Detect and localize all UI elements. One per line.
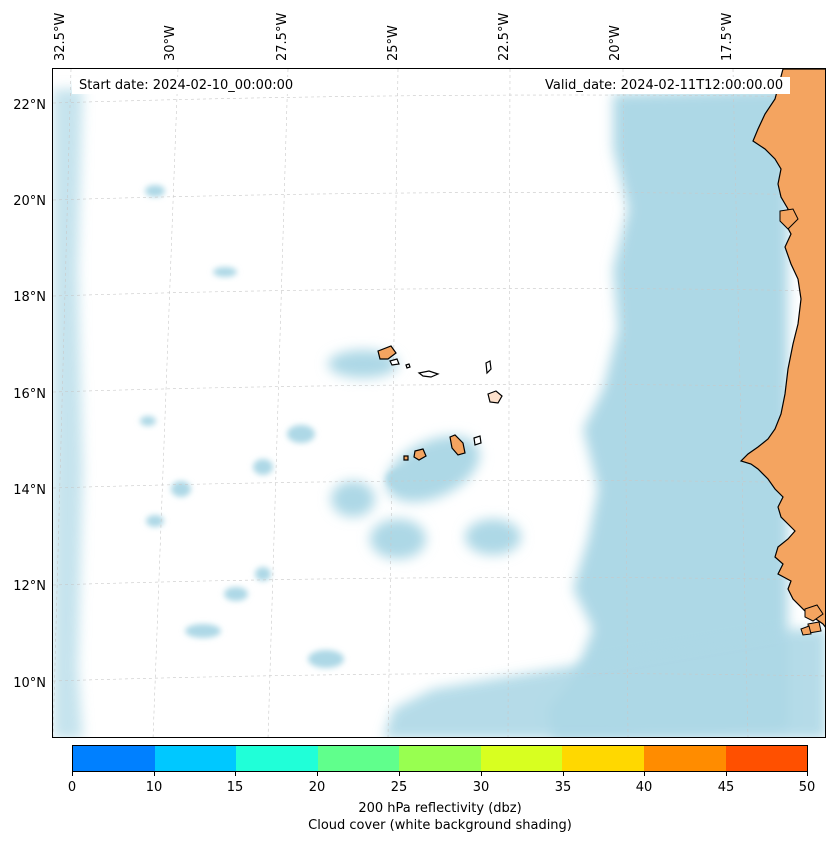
colorbar-tickmark bbox=[317, 772, 318, 776]
cloud-patch bbox=[171, 481, 191, 497]
lat-label-18n: 18°N bbox=[13, 290, 46, 305]
lon-label-22-5w: 22.5°W bbox=[497, 12, 512, 61]
colorbar-tick: 15 bbox=[226, 780, 244, 795]
colorbar-bin-10-15 bbox=[154, 746, 237, 771]
colorbar-tick: 10 bbox=[145, 780, 163, 795]
island-santa-luzia bbox=[405, 363, 411, 369]
cloud-patch bbox=[185, 624, 221, 638]
colorbar-tick: 45 bbox=[717, 780, 735, 795]
cloud-band-south bbox=[383, 629, 825, 737]
colorbar-tickmark bbox=[399, 772, 400, 776]
cloud-band-east bbox=[548, 89, 788, 737]
colorbar-bin-35-40 bbox=[562, 746, 644, 771]
colorbar-tick: 40 bbox=[635, 780, 653, 795]
lon-label-17-5w: 17.5°W bbox=[720, 12, 735, 61]
island-santiago bbox=[449, 434, 466, 456]
cloud-patch bbox=[224, 587, 248, 601]
map-canvas[interactable] bbox=[52, 68, 826, 738]
cloud-patch bbox=[287, 425, 315, 443]
bijagos-islands bbox=[800, 625, 812, 636]
lat-label-16n: 16°N bbox=[13, 387, 46, 402]
colorbar-tickmark bbox=[644, 772, 645, 776]
cloud-patch bbox=[308, 650, 344, 668]
lat-label-20n: 20°N bbox=[13, 194, 46, 209]
colorbar-tick: 20 bbox=[308, 780, 326, 795]
map-svg bbox=[53, 69, 825, 737]
island-fogo bbox=[413, 448, 427, 461]
island-maio bbox=[473, 435, 482, 446]
colorbar-bin-20-25 bbox=[317, 746, 400, 771]
colorbar-bin-40-45 bbox=[643, 746, 726, 771]
colorbar-tickmark bbox=[807, 772, 808, 776]
colorbar-bin-45-50 bbox=[725, 746, 808, 771]
island-santo-antao bbox=[377, 345, 397, 360]
lon-label-20w: 20°W bbox=[608, 25, 623, 61]
africa-coast bbox=[739, 69, 825, 628]
colorbar-bin-25-30 bbox=[399, 746, 481, 771]
cloud-patch bbox=[370, 519, 426, 559]
island-brava bbox=[403, 455, 409, 461]
colorbar-tickmark bbox=[154, 772, 155, 776]
colorbar-bin-15-20 bbox=[236, 746, 318, 771]
lat-label-12n: 12°N bbox=[13, 579, 46, 594]
island-sao-nicolau bbox=[417, 370, 440, 378]
cloud-patch bbox=[140, 416, 156, 426]
cloud-patch bbox=[213, 267, 237, 277]
colorbar-label: 200 hPa reflectivity (dbz) bbox=[358, 801, 522, 816]
lon-label-32-5w: 32.5°W bbox=[53, 12, 68, 61]
colorbar-tick: 25 bbox=[390, 780, 408, 795]
gridlines bbox=[53, 69, 825, 737]
lon-label-27-5w: 27.5°W bbox=[275, 12, 290, 61]
start-date-label: Start date: 2024-02-10_00:00:00 bbox=[72, 77, 301, 94]
colorbar-bin-0-10 bbox=[73, 746, 155, 771]
island-boa-vista bbox=[487, 390, 503, 404]
colorbar bbox=[72, 745, 808, 772]
colorbar-tick: 0 bbox=[67, 780, 77, 795]
colorbar-bin-30-35 bbox=[480, 746, 563, 771]
colorbar-tickmark bbox=[235, 772, 236, 776]
cloud-patch bbox=[255, 567, 271, 581]
cloud-patch bbox=[145, 185, 165, 197]
cloud-strip-west bbox=[53, 89, 83, 737]
cloud-patch bbox=[465, 519, 521, 555]
colorbar-tick: 30 bbox=[472, 780, 490, 795]
africa-inlet bbox=[779, 208, 799, 230]
colorbar-tickmark bbox=[726, 772, 727, 776]
lon-label-30w: 30°W bbox=[163, 25, 178, 61]
cloud-patch bbox=[331, 481, 375, 517]
lon-label-25w: 25°W bbox=[386, 25, 401, 61]
bijagos-islands bbox=[804, 604, 824, 622]
cloud-patch bbox=[386, 469, 416, 489]
colorbar-tickmark bbox=[481, 772, 482, 776]
cloud-patch bbox=[253, 459, 273, 475]
cloud-patch bbox=[386, 435, 480, 503]
lat-label-14n: 14°N bbox=[13, 483, 46, 498]
lat-label-10n: 10°N bbox=[13, 676, 46, 691]
lat-label-22n: 22°N bbox=[13, 98, 46, 113]
valid-date-label: Valid_date: 2024-02-11T12:00:00.00 bbox=[538, 77, 791, 94]
cloud-patch bbox=[146, 515, 164, 527]
colorbar-sublabel: Cloud cover (white background shading) bbox=[308, 818, 572, 833]
cloud-cover-layer bbox=[53, 89, 825, 737]
colorbar-tick: 50 bbox=[798, 780, 816, 795]
island-sal bbox=[485, 360, 492, 375]
colorbar-tickmark bbox=[563, 772, 564, 776]
colorbar-tickmark bbox=[72, 772, 73, 776]
island-sao-vicente bbox=[389, 358, 400, 366]
colorbar-tick: 35 bbox=[554, 780, 572, 795]
cape-verde-islands bbox=[377, 345, 503, 461]
